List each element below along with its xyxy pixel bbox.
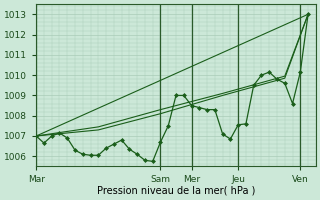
X-axis label: Pression niveau de la mer( hPa ): Pression niveau de la mer( hPa )	[97, 186, 255, 196]
